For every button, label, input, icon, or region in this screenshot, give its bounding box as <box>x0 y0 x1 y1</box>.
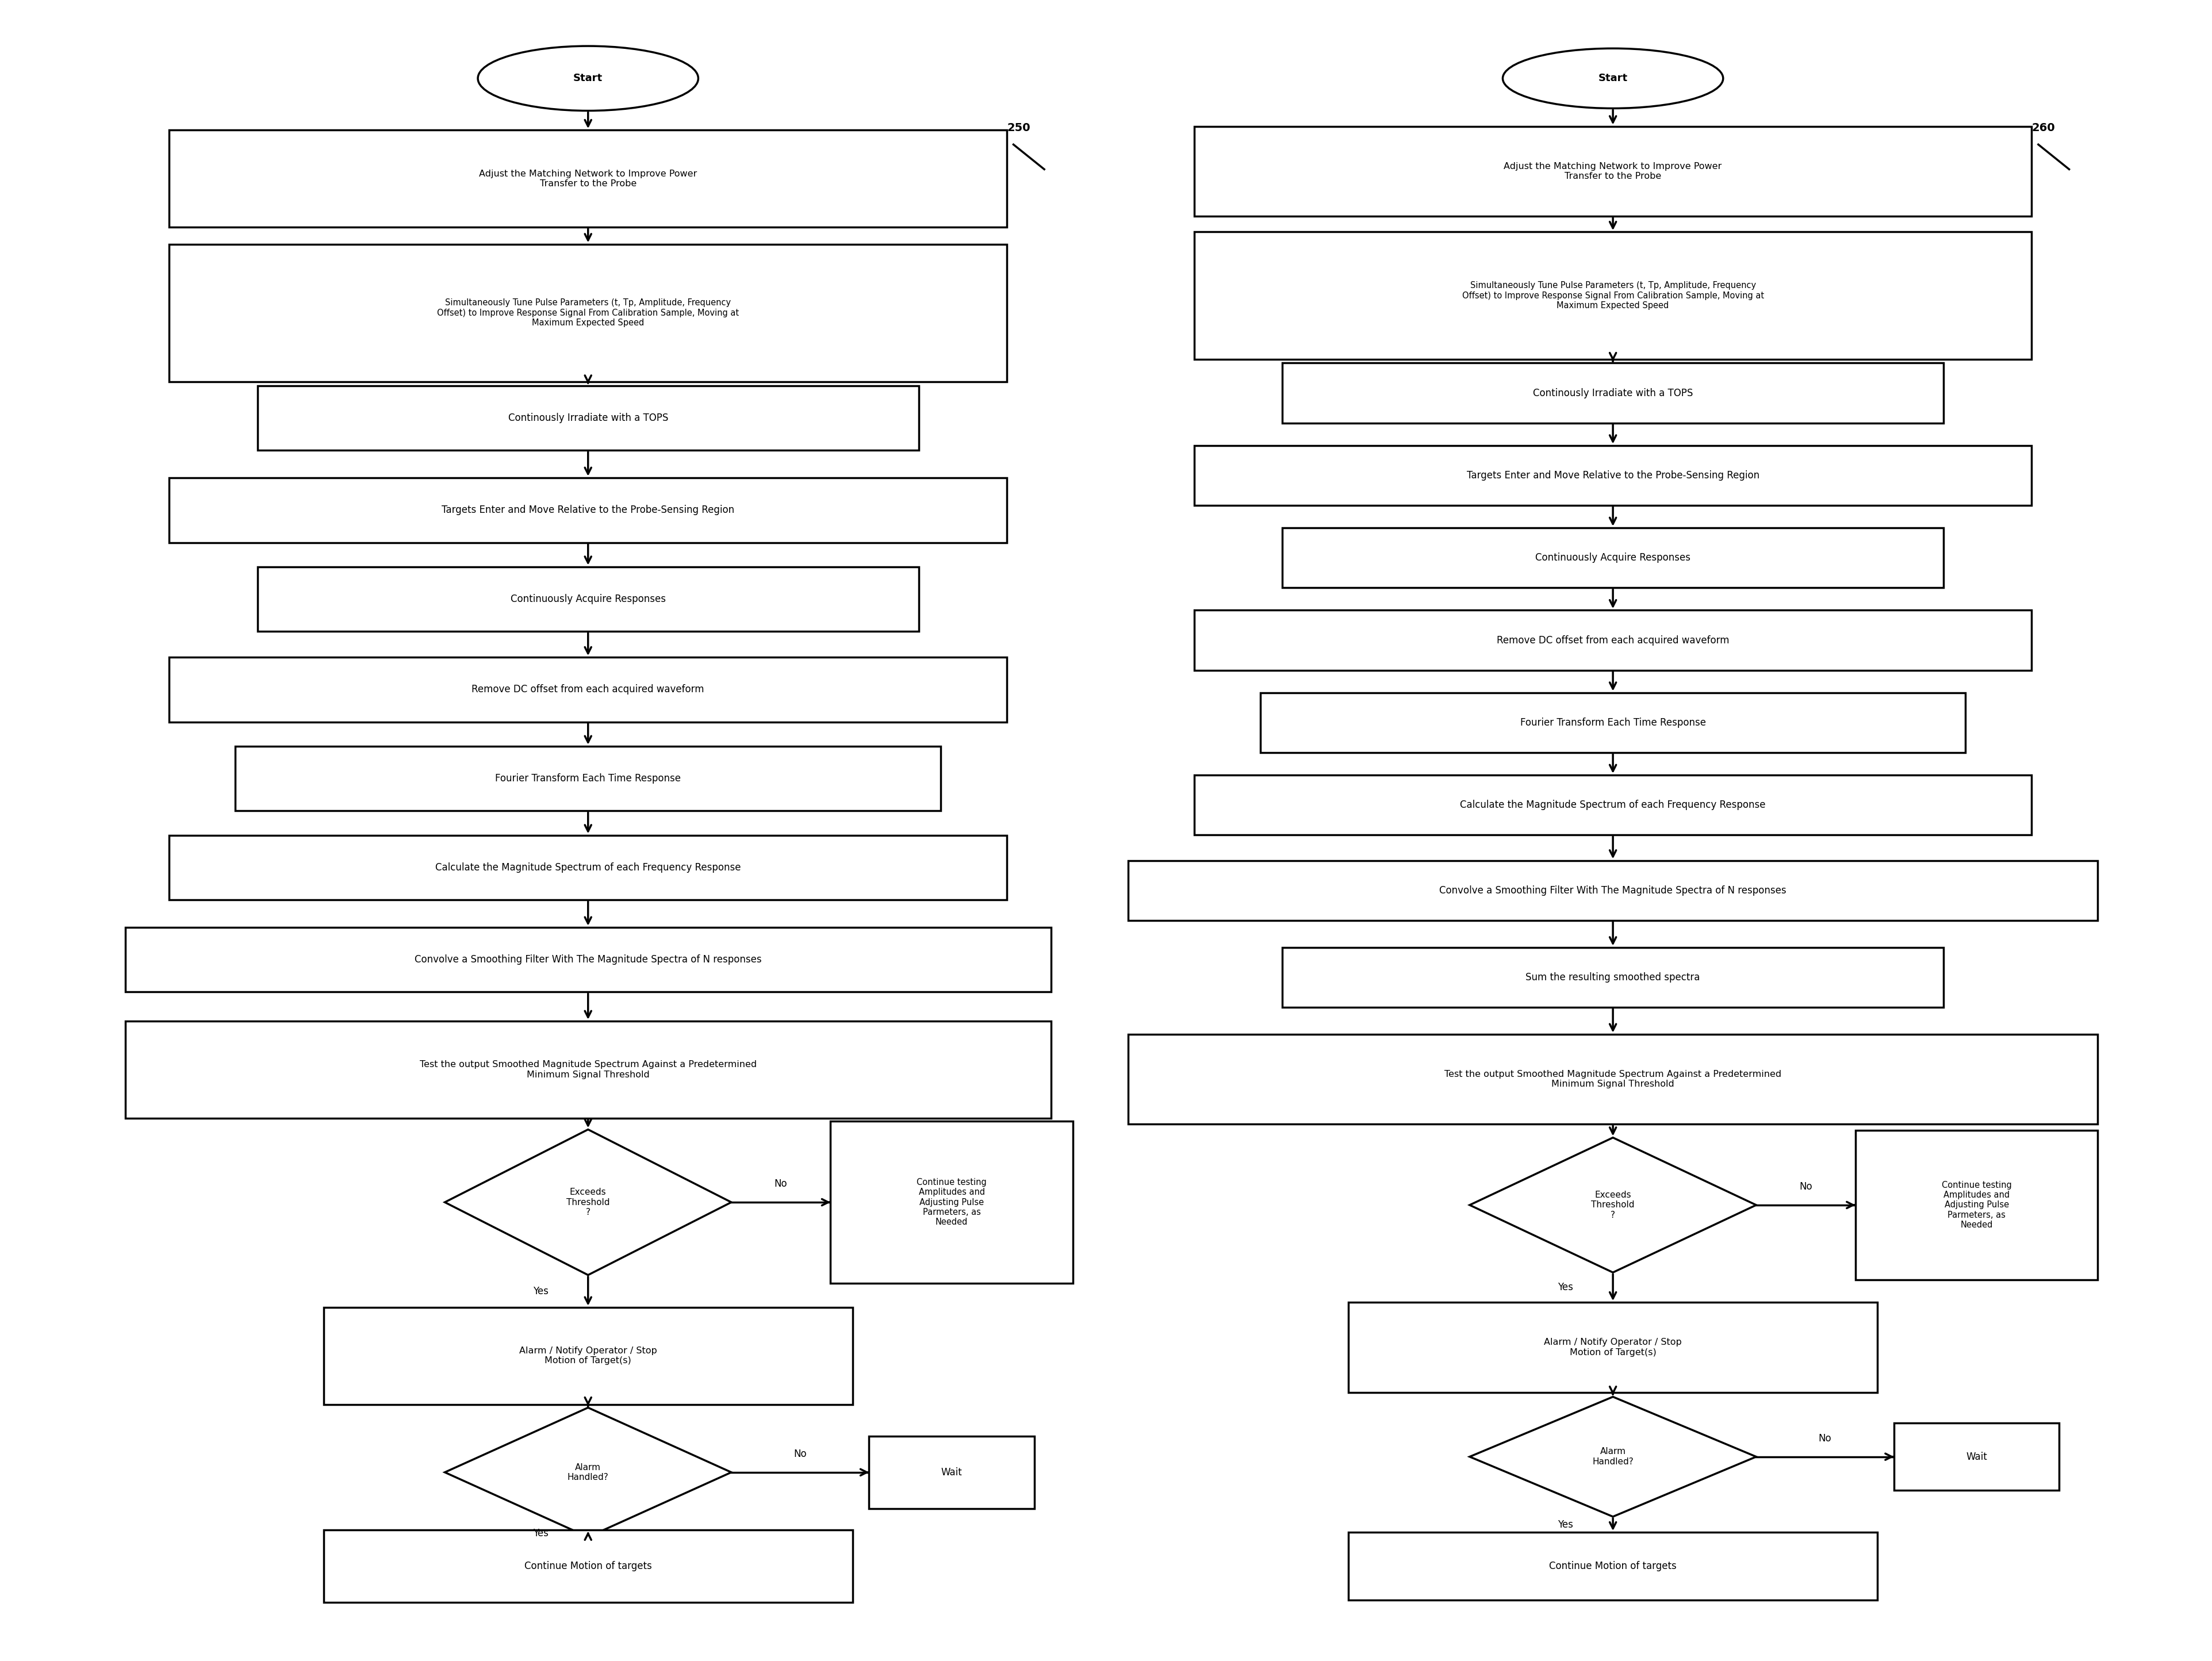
Text: No: No <box>1798 1181 1812 1193</box>
Text: Continuously Acquire Responses: Continuously Acquire Responses <box>511 595 666 605</box>
Text: Targets Enter and Move Relative to the Probe-Sensing Region: Targets Enter and Move Relative to the P… <box>1467 470 1759 480</box>
FancyBboxPatch shape <box>1194 776 2031 835</box>
FancyBboxPatch shape <box>1283 364 1944 424</box>
Text: Yes: Yes <box>533 1286 549 1296</box>
FancyBboxPatch shape <box>323 1307 852 1405</box>
Text: Simultaneously Tune Pulse Parameters (t, Tp, Amplitude, Frequency
Offset) to Imp: Simultaneously Tune Pulse Parameters (t,… <box>1462 281 1763 311</box>
FancyBboxPatch shape <box>1194 126 2031 216</box>
Text: Alarm
Handled?: Alarm Handled? <box>1593 1447 1632 1467</box>
FancyBboxPatch shape <box>170 835 1006 900</box>
FancyBboxPatch shape <box>170 658 1006 723</box>
Text: No: No <box>794 1448 807 1458</box>
FancyBboxPatch shape <box>1128 1035 2097 1124</box>
Text: Adjust the Matching Network to Improve Power
Transfer to the Probe: Adjust the Matching Network to Improve P… <box>480 169 697 188</box>
Text: Convolve a Smoothing Filter With The Magnitude Spectra of N responses: Convolve a Smoothing Filter With The Mag… <box>1440 885 1787 895</box>
Polygon shape <box>445 1407 732 1536</box>
FancyBboxPatch shape <box>1349 1302 1878 1392</box>
Text: Wait: Wait <box>940 1467 962 1478</box>
FancyBboxPatch shape <box>1261 693 1966 752</box>
Text: Test the output Smoothed Magnitude Spectrum Against a Predetermined
Minimum Sign: Test the output Smoothed Magnitude Spect… <box>1444 1070 1781 1088</box>
Text: Continuously Acquire Responses: Continuously Acquire Responses <box>1535 553 1690 563</box>
Text: Continue testing
Amplitudes and
Adjusting Pulse
Parmeters, as
Needed: Continue testing Amplitudes and Adjustin… <box>916 1178 987 1226</box>
FancyBboxPatch shape <box>257 566 918 631</box>
Ellipse shape <box>478 47 699 111</box>
Text: Targets Enter and Move Relative to the Probe-Sensing Region: Targets Enter and Move Relative to the P… <box>442 505 734 515</box>
Text: Simultaneously Tune Pulse Parameters (t, Tp, Amplitude, Frequency
Offset) to Imp: Simultaneously Tune Pulse Parameters (t,… <box>438 299 739 327</box>
FancyBboxPatch shape <box>1128 860 2097 920</box>
Text: Continue Motion of targets: Continue Motion of targets <box>1548 1561 1677 1571</box>
Text: Convolve a Smoothing Filter With The Magnitude Spectra of N responses: Convolve a Smoothing Filter With The Mag… <box>414 955 761 965</box>
Text: Yes: Yes <box>533 1528 549 1538</box>
Text: Continue Motion of targets: Continue Motion of targets <box>524 1561 653 1571</box>
Text: Alarm / Notify Operator / Stop
Motion of Target(s): Alarm / Notify Operator / Stop Motion of… <box>520 1347 657 1365</box>
FancyBboxPatch shape <box>1893 1423 2059 1490</box>
Text: 250: 250 <box>1006 123 1031 133</box>
Text: Start: Start <box>1599 73 1628 83</box>
Text: Alarm
Handled?: Alarm Handled? <box>568 1463 608 1482</box>
Text: Exceeds
Threshold
?: Exceeds Threshold ? <box>566 1188 611 1216</box>
FancyBboxPatch shape <box>1194 610 2031 669</box>
Text: Continously Irradiate with a TOPS: Continously Irradiate with a TOPS <box>1533 387 1692 399</box>
Text: Wait: Wait <box>1966 1452 1986 1462</box>
FancyBboxPatch shape <box>170 130 1006 228</box>
FancyBboxPatch shape <box>234 746 940 811</box>
Polygon shape <box>1469 1397 1756 1516</box>
FancyBboxPatch shape <box>1856 1129 2097 1281</box>
Text: Yes: Yes <box>1557 1282 1573 1292</box>
Text: Alarm / Notify Operator / Stop
Motion of Target(s): Alarm / Notify Operator / Stop Motion of… <box>1544 1339 1681 1357</box>
Text: Calculate the Magnitude Spectrum of each Frequency Response: Calculate the Magnitude Spectrum of each… <box>1460 801 1765 811</box>
FancyBboxPatch shape <box>1349 1533 1878 1600</box>
Text: Adjust the Matching Network to Improve Power
Transfer to the Probe: Adjust the Matching Network to Improve P… <box>1504 163 1721 181</box>
Text: No: No <box>1818 1433 1832 1443</box>
FancyBboxPatch shape <box>126 927 1051 992</box>
Text: Continue testing
Amplitudes and
Adjusting Pulse
Parmeters, as
Needed: Continue testing Amplitudes and Adjustin… <box>1942 1181 2011 1229</box>
Text: Remove DC offset from each acquired waveform: Remove DC offset from each acquired wave… <box>471 684 703 694</box>
FancyBboxPatch shape <box>170 244 1006 382</box>
FancyBboxPatch shape <box>1194 233 2031 359</box>
FancyBboxPatch shape <box>829 1121 1073 1282</box>
FancyBboxPatch shape <box>170 478 1006 543</box>
Text: Test the output Smoothed Magnitude Spectrum Against a Predetermined
Minimum Sign: Test the output Smoothed Magnitude Spect… <box>420 1060 757 1080</box>
Text: Fourier Transform Each Time Response: Fourier Transform Each Time Response <box>495 774 681 784</box>
Text: No: No <box>774 1179 787 1189</box>
Text: Start: Start <box>573 73 602 83</box>
Text: Remove DC offset from each acquired waveform: Remove DC offset from each acquired wave… <box>1498 635 1730 646</box>
FancyBboxPatch shape <box>257 385 918 450</box>
FancyBboxPatch shape <box>1283 947 1944 1007</box>
Polygon shape <box>445 1129 732 1276</box>
FancyBboxPatch shape <box>1194 445 2031 505</box>
Polygon shape <box>1469 1138 1756 1272</box>
Text: Yes: Yes <box>1557 1520 1573 1530</box>
Text: Sum the resulting smoothed spectra: Sum the resulting smoothed spectra <box>1526 972 1701 982</box>
FancyBboxPatch shape <box>869 1435 1035 1508</box>
Text: Calculate the Magnitude Spectrum of each Frequency Response: Calculate the Magnitude Spectrum of each… <box>436 862 741 872</box>
Ellipse shape <box>1502 48 1723 108</box>
FancyBboxPatch shape <box>323 1530 852 1603</box>
Text: Fourier Transform Each Time Response: Fourier Transform Each Time Response <box>1520 718 1705 728</box>
Text: Continously Irradiate with a TOPS: Continously Irradiate with a TOPS <box>509 414 668 424</box>
FancyBboxPatch shape <box>1283 528 1944 588</box>
Text: Exceeds
Threshold
?: Exceeds Threshold ? <box>1590 1191 1635 1219</box>
FancyBboxPatch shape <box>126 1022 1051 1118</box>
Text: 260: 260 <box>2031 123 2055 133</box>
